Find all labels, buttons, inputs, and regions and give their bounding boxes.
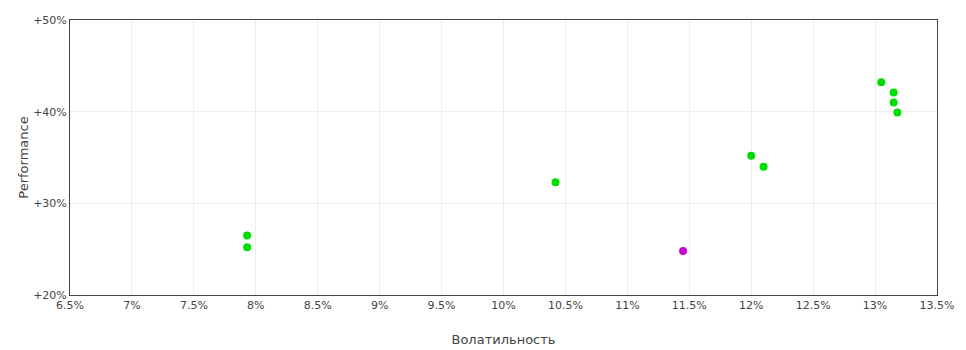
svg-text:11.5%: 11.5%: [672, 299, 707, 312]
svg-text:12.5%: 12.5%: [796, 299, 831, 312]
svg-text:9.5%: 9.5%: [428, 299, 456, 312]
svg-text:9%: 9%: [371, 299, 388, 312]
svg-text:12%: 12%: [739, 299, 763, 312]
svg-text:+40%: +40%: [33, 106, 67, 119]
svg-text:+30%: +30%: [33, 197, 67, 210]
svg-text:7.5%: 7.5%: [180, 299, 208, 312]
svg-text:Волатильность: Волатильность: [452, 332, 556, 347]
svg-text:10.5%: 10.5%: [548, 299, 583, 312]
svg-text:8%: 8%: [247, 299, 264, 312]
svg-text:11%: 11%: [615, 299, 639, 312]
svg-text:+50%: +50%: [33, 14, 67, 27]
svg-text:13%: 13%: [863, 299, 887, 312]
svg-text:Performance: Performance: [16, 116, 31, 198]
svg-text:6.5%: 6.5%: [56, 299, 84, 312]
svg-text:10%: 10%: [491, 299, 515, 312]
svg-text:+20%: +20%: [33, 289, 67, 302]
svg-text:7%: 7%: [123, 299, 140, 312]
svg-text:8.5%: 8.5%: [304, 299, 332, 312]
svg-text:13.5%: 13.5%: [920, 299, 955, 312]
